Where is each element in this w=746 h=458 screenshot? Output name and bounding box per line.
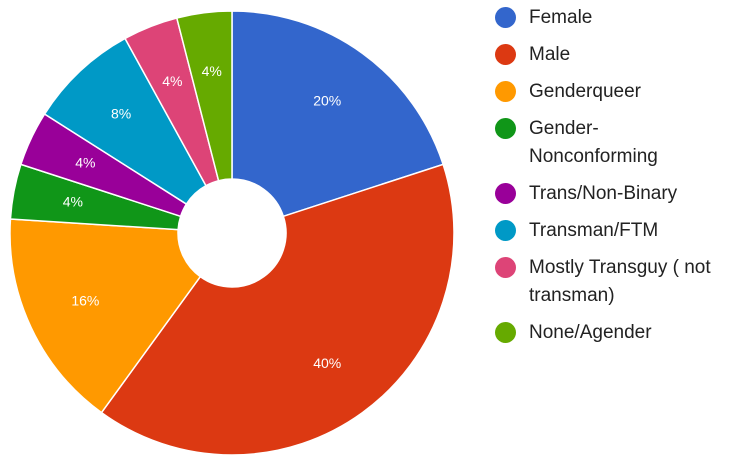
legend-swatch: [495, 183, 516, 204]
slice-label: 8%: [111, 106, 131, 122]
pie-slice: [9, 218, 202, 414]
legend-label: Female: [529, 7, 593, 28]
legend-swatch: [495, 322, 516, 343]
legend-label: None/Agender: [529, 322, 652, 343]
legend-swatch: [495, 81, 516, 102]
pie-slice: [231, 10, 445, 218]
legend-item: Gender-Nonconforming: [495, 115, 735, 171]
legend-item: Genderqueer: [495, 78, 735, 106]
legend-label: Trans/Non-Binary: [529, 183, 678, 204]
legend: Female Male Genderqueer Gender-Nonconformin…: [495, 4, 735, 356]
legend-item: Female: [495, 4, 735, 32]
slice-label: 4%: [162, 73, 182, 89]
legend-label: Transman/FTM: [529, 220, 659, 241]
legend-label: Mostly Transguy ( not transman): [529, 257, 711, 306]
pie-slice: [100, 163, 455, 456]
legend-swatch: [495, 257, 516, 278]
slice-label: 4%: [63, 193, 83, 209]
slice-label: 40%: [313, 355, 341, 371]
pie-slice: [175, 10, 233, 182]
legend-swatch: [495, 220, 516, 241]
legend-item: Mostly Transguy ( not transman): [495, 254, 735, 310]
slice-label: 4%: [75, 155, 95, 171]
legend-swatch: [495, 118, 516, 139]
slice-label: 20%: [313, 93, 341, 109]
legend-item: Transman/FTM: [495, 217, 735, 245]
legend-swatch: [495, 44, 516, 65]
legend-item: None/Agender: [495, 319, 735, 347]
legend-label: Male: [529, 44, 571, 65]
legend-item: Trans/Non-Binary: [495, 180, 735, 208]
legend-swatch: [495, 7, 516, 28]
legend-label: Gender-Nonconforming: [529, 118, 658, 167]
legend-label: Genderqueer: [529, 81, 641, 102]
slice-label: 4%: [202, 63, 222, 79]
legend-item: Male: [495, 41, 735, 69]
slice-label: 16%: [71, 293, 99, 309]
